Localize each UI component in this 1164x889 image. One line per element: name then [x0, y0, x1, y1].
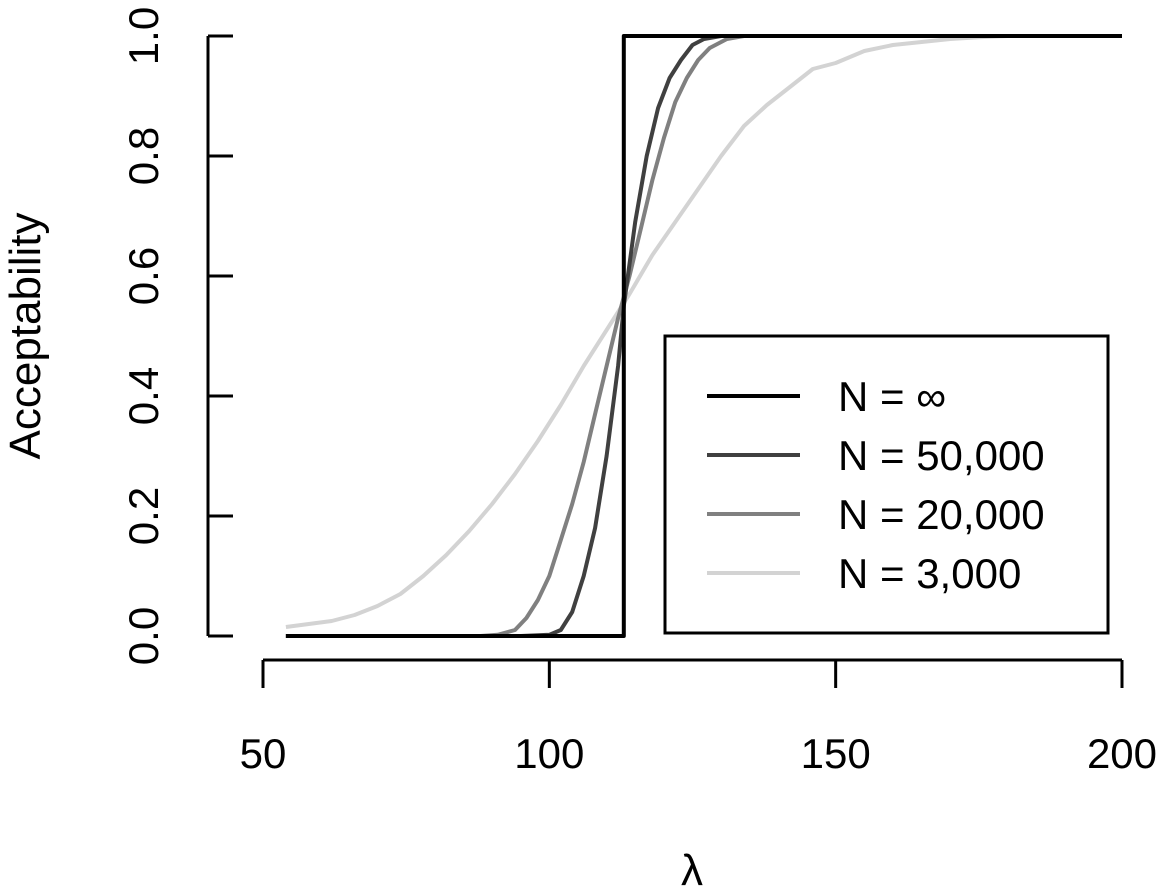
legend: N = ∞ N = 50,000 N = 20,000 N = 3,000 — [663, 334, 1110, 635]
y-tick-label: 0.0 — [120, 607, 167, 665]
y-tick-label: 1.0 — [120, 7, 167, 65]
x-tick-label: 100 — [514, 730, 584, 777]
y-tick-label: 0.4 — [120, 367, 167, 425]
legend-label: N = 50,000 — [838, 432, 1045, 479]
x-tick-label: 50 — [240, 730, 287, 777]
series-line-3 — [285, 34, 1122, 629]
series-line-0 — [285, 34, 1122, 638]
y-axis: 0.0 0.2 0.4 0.6 0.8 1.0 — [120, 7, 233, 665]
y-tick-label: 0.2 — [120, 487, 167, 545]
legend-label: N = ∞ — [838, 373, 946, 420]
legend-box — [663, 334, 1110, 635]
x-axis-label: λ — [681, 846, 703, 889]
series-line-2 — [285, 34, 1122, 638]
x-tick-label: 150 — [801, 730, 871, 777]
x-tick-label: 200 — [1087, 730, 1157, 777]
y-tick-label: 0.8 — [120, 127, 167, 185]
legend-label: N = 3,000 — [838, 550, 1021, 597]
series-layer — [285, 34, 1122, 638]
y-tick-label: 0.6 — [120, 247, 167, 305]
x-axis: 50 100 150 200 — [240, 658, 1157, 777]
legend-label: N = 20,000 — [838, 491, 1045, 538]
y-axis-label: Acceptability — [1, 212, 50, 459]
